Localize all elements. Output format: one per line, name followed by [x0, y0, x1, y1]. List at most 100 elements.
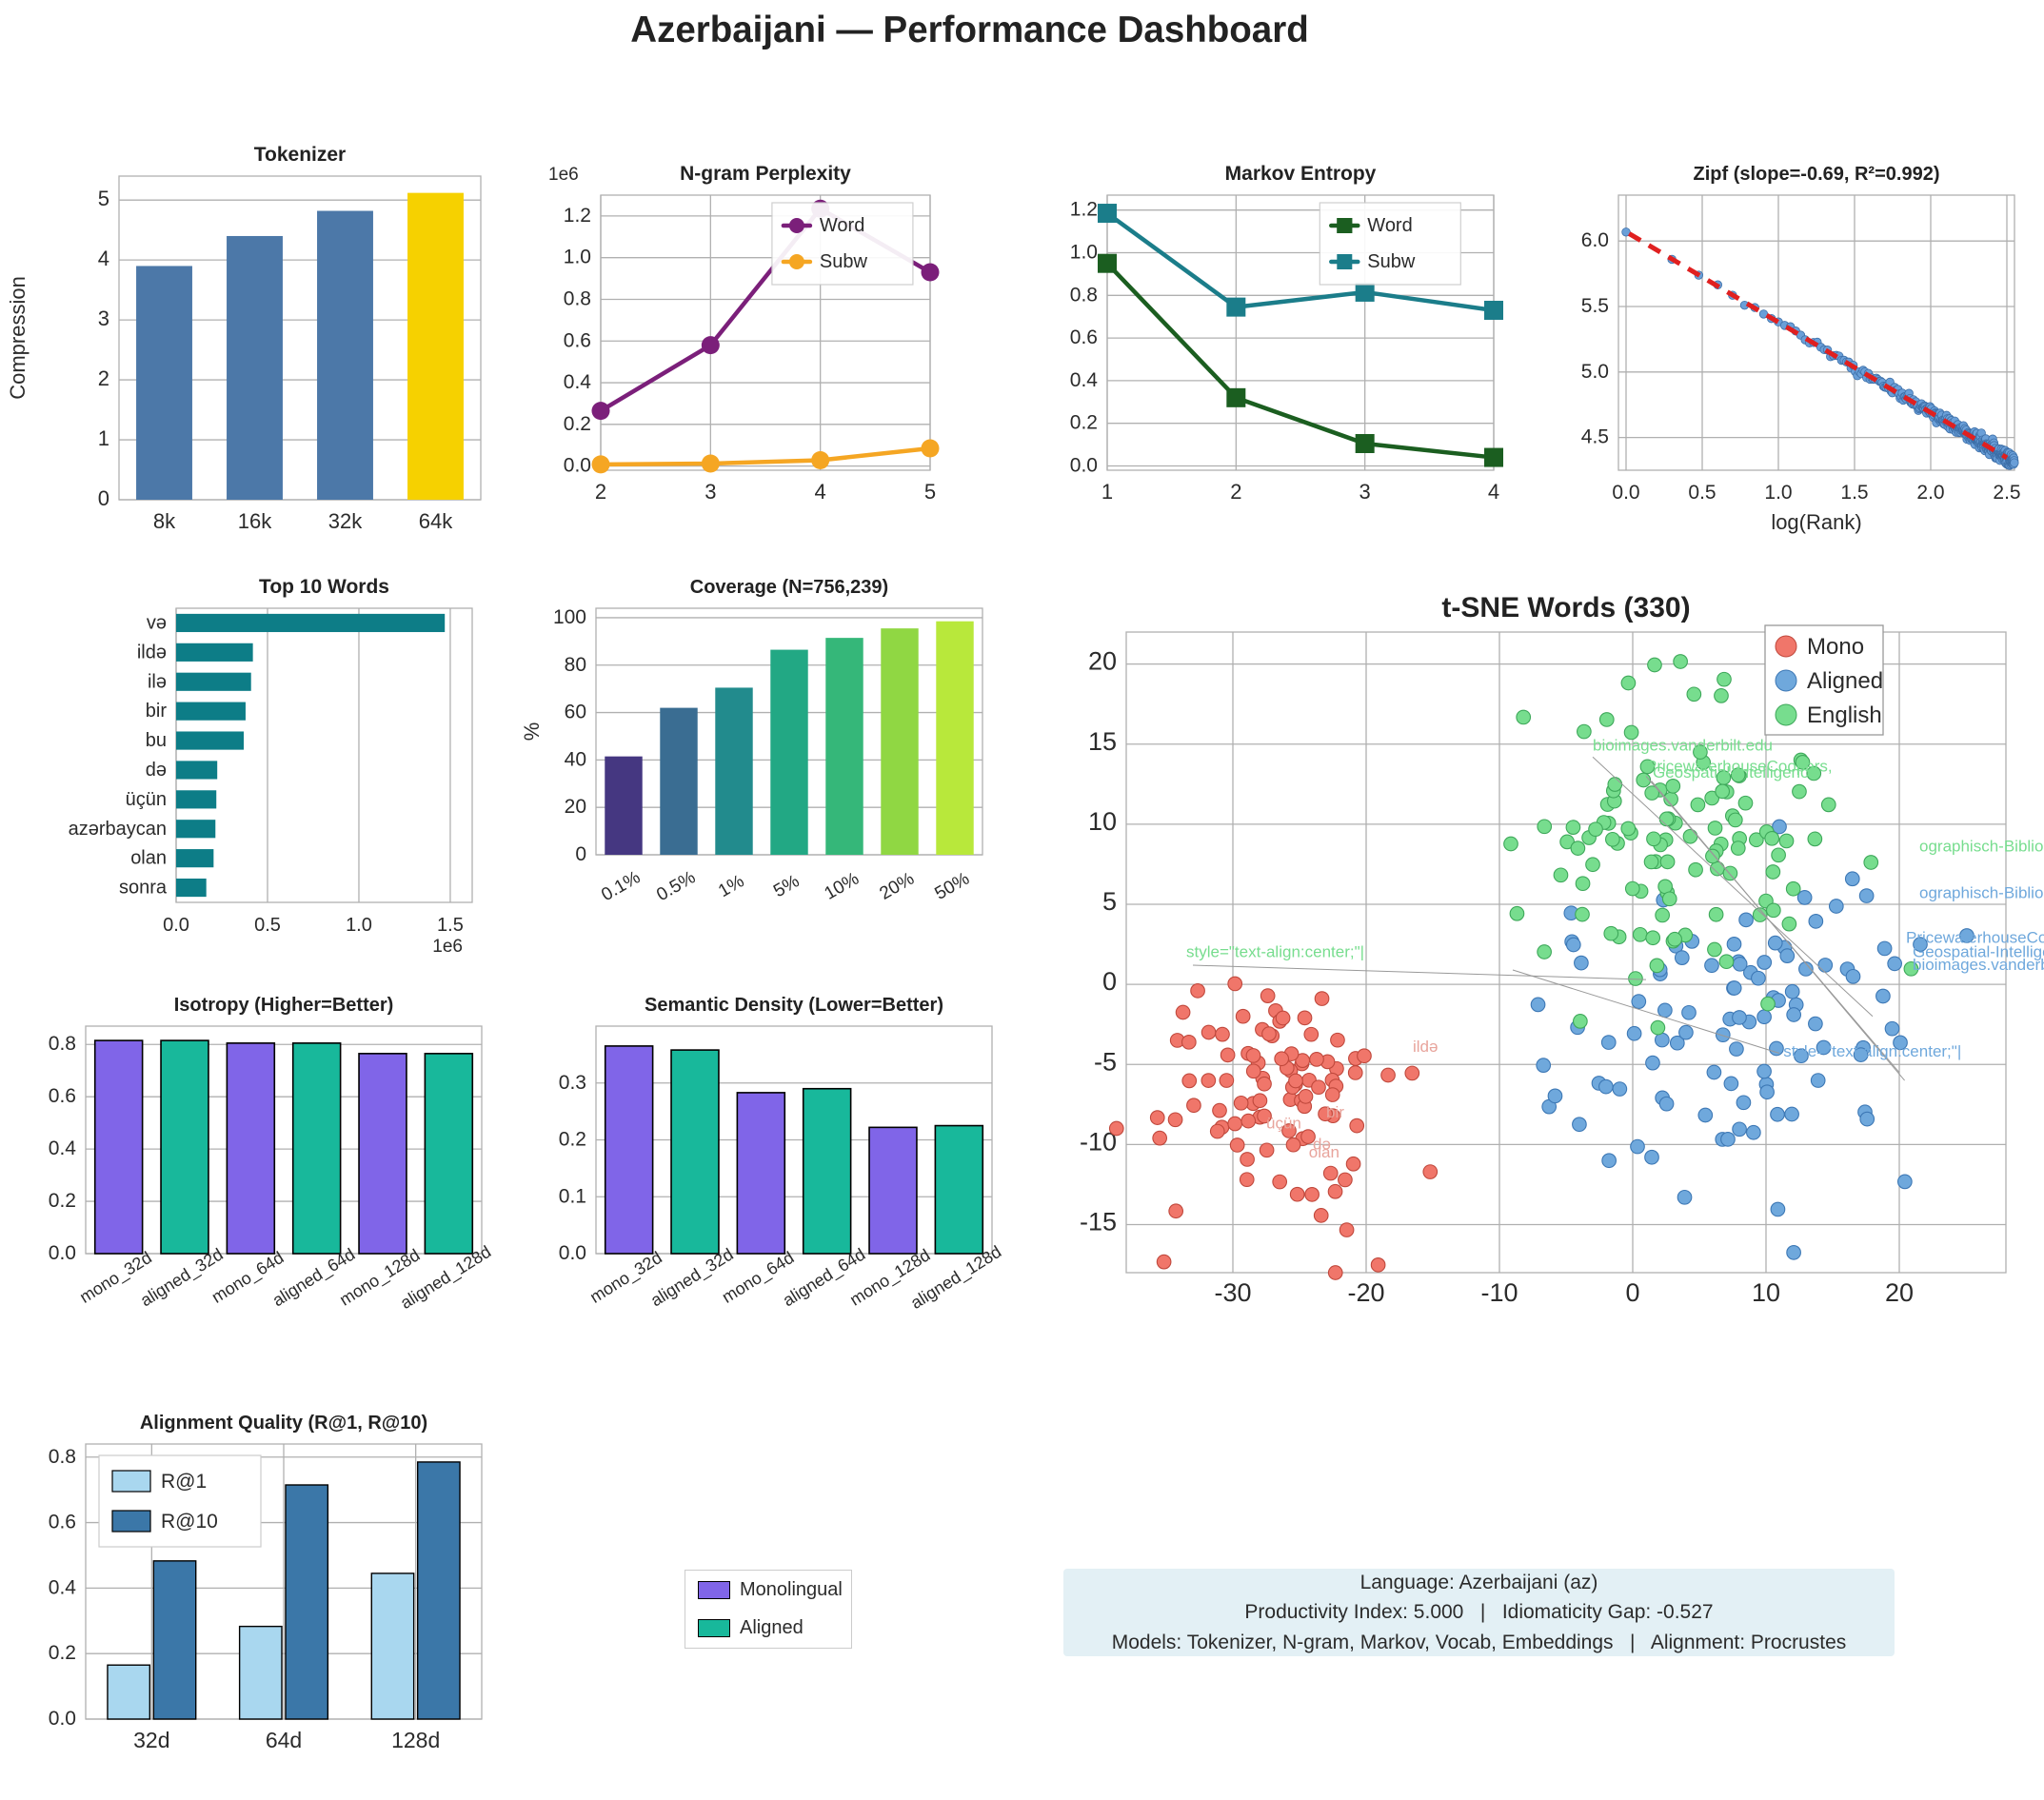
- svg-text:bioimages.vanderbilt.edu: bioimages.vanderbilt.edu: [1593, 737, 1773, 755]
- svg-text:0.4: 0.4: [49, 1576, 77, 1598]
- svg-text:1%: 1%: [715, 871, 747, 901]
- svg-text:0.4: 0.4: [564, 371, 592, 393]
- svg-text:0.1%: 0.1%: [598, 867, 644, 905]
- svg-text:0.2: 0.2: [49, 1190, 76, 1212]
- svg-text:0.4: 0.4: [1070, 369, 1099, 391]
- svg-text:Coverage (N=756,239): Coverage (N=756,239): [690, 577, 888, 598]
- svg-text:0.0: 0.0: [49, 1242, 76, 1264]
- svg-text:1.5: 1.5: [1840, 482, 1868, 504]
- svg-text:1: 1: [98, 426, 109, 450]
- svg-text:2.0: 2.0: [1916, 482, 1944, 504]
- svg-text:0.5%: 0.5%: [653, 867, 699, 905]
- svg-text:ographisch-Bibliographisches: ographisch-Bibliographisches: [1919, 883, 2044, 901]
- svg-text:olan: olan: [130, 848, 167, 869]
- svg-text:üçün: üçün: [1266, 1115, 1301, 1133]
- svg-text:64k: 64k: [419, 509, 453, 533]
- svg-text:0.3: 0.3: [559, 1072, 586, 1094]
- svg-text:R@10: R@10: [161, 1511, 218, 1533]
- svg-text:0.5: 0.5: [254, 915, 281, 936]
- svg-text:1.2: 1.2: [1070, 199, 1098, 221]
- svg-text:0.6: 0.6: [49, 1512, 76, 1533]
- svg-text:Isotropy (Higher=Better): Isotropy (Higher=Better): [174, 995, 394, 1016]
- svg-text:0: 0: [98, 486, 109, 510]
- svg-text:4: 4: [815, 480, 826, 504]
- svg-text:0.0: 0.0: [1612, 482, 1639, 504]
- svg-text:aligned_32d: aligned_32d: [137, 1244, 227, 1311]
- svg-text:0.8: 0.8: [564, 287, 591, 309]
- svg-text:3: 3: [704, 480, 716, 504]
- svg-text:0.1: 0.1: [559, 1185, 586, 1207]
- svg-text:3: 3: [98, 307, 109, 330]
- svg-text:üçün: üçün: [126, 789, 167, 810]
- svg-text:Semantic Density (Lower=Better: Semantic Density (Lower=Better): [645, 995, 943, 1016]
- svg-text:bir: bir: [146, 701, 168, 722]
- svg-text:10: 10: [1752, 1278, 1780, 1307]
- svg-text:1e6: 1e6: [432, 937, 463, 957]
- svg-text:5.0: 5.0: [1581, 361, 1609, 383]
- svg-text:2: 2: [1230, 480, 1241, 504]
- svg-text:log(Rank): log(Rank): [1771, 510, 1861, 534]
- svg-text:t-SNE Words (330): t-SNE Words (330): [1441, 592, 1690, 623]
- svg-text:Word: Word: [1367, 215, 1412, 236]
- svg-text:sonra: sonra: [119, 878, 168, 899]
- svg-text:1: 1: [1101, 480, 1113, 504]
- svg-text:0: 0: [1625, 1278, 1639, 1307]
- svg-text:0.8: 0.8: [1070, 284, 1098, 306]
- svg-text:50%: 50%: [932, 869, 974, 904]
- svg-text:5: 5: [924, 480, 936, 504]
- svg-text:ildə: ildə: [137, 642, 167, 663]
- svg-text:ographisch-Bibliographisches: ographisch-Bibliographisches: [1919, 838, 2044, 856]
- svg-text:English: English: [1807, 702, 1882, 728]
- svg-text:32k: 32k: [328, 509, 363, 533]
- svg-text:3: 3: [1359, 480, 1371, 504]
- svg-text:olan: olan: [1309, 1143, 1340, 1161]
- svg-text:1.5: 1.5: [437, 915, 464, 936]
- svg-text:style="text-align:center;"|: style="text-align:center;"|: [1783, 1042, 1961, 1060]
- svg-text:16k: 16k: [238, 509, 272, 533]
- svg-text:0: 0: [1102, 967, 1117, 996]
- svg-text:20: 20: [1088, 647, 1117, 676]
- svg-text:style="text-align:center;"|: style="text-align:center;"|: [1186, 943, 1364, 961]
- svg-text:0.8: 0.8: [49, 1446, 76, 1468]
- svg-text:0.4: 0.4: [49, 1137, 77, 1159]
- svg-text:20%: 20%: [877, 869, 919, 904]
- svg-text:1.0: 1.0: [1764, 482, 1792, 504]
- svg-text:40: 40: [565, 748, 586, 770]
- svg-text:5: 5: [98, 187, 109, 210]
- svg-text:Subw: Subw: [1367, 251, 1416, 272]
- svg-text:azərbaycan: azərbaycan: [69, 819, 167, 840]
- svg-text:2: 2: [98, 366, 109, 390]
- svg-text:5%: 5%: [770, 871, 803, 901]
- svg-text:20: 20: [565, 796, 586, 818]
- svg-text:bir: bir: [1326, 1103, 1344, 1121]
- svg-text:5.5: 5.5: [1581, 295, 1609, 317]
- svg-text:0.0: 0.0: [1070, 455, 1098, 477]
- svg-text:4: 4: [98, 247, 109, 270]
- svg-text:-10: -10: [1480, 1278, 1518, 1307]
- svg-text:20: 20: [1885, 1278, 1914, 1307]
- svg-text:0.0: 0.0: [559, 1242, 586, 1264]
- svg-text:Mono: Mono: [1807, 634, 1864, 660]
- svg-text:0.5: 0.5: [1688, 482, 1716, 504]
- svg-text:32d: 32d: [133, 1728, 169, 1752]
- svg-text:0.2: 0.2: [1070, 412, 1098, 434]
- svg-text:0.2: 0.2: [49, 1642, 76, 1664]
- svg-text:də: də: [146, 760, 167, 781]
- svg-text:N-gram Perplexity: N-gram Perplexity: [680, 163, 851, 185]
- svg-text:-5: -5: [1094, 1047, 1117, 1076]
- svg-text:Subw: Subw: [820, 251, 868, 272]
- svg-text:0.2: 0.2: [559, 1129, 586, 1151]
- svg-text:0.0: 0.0: [163, 915, 189, 936]
- svg-text:10: 10: [1088, 807, 1117, 836]
- svg-text:5: 5: [1102, 887, 1117, 916]
- svg-text:1.0: 1.0: [1070, 241, 1098, 263]
- svg-text:Zipf (slope=-0.69, R²=0.992): Zipf (slope=-0.69, R²=0.992): [1694, 164, 1940, 185]
- svg-text:4: 4: [1488, 480, 1499, 504]
- svg-text:0.8: 0.8: [49, 1033, 76, 1055]
- svg-text:bu: bu: [146, 730, 167, 751]
- svg-text:Aligned: Aligned: [1807, 668, 1883, 694]
- svg-text:10%: 10%: [822, 869, 863, 904]
- svg-text:0.0: 0.0: [49, 1708, 76, 1730]
- svg-text:Markov Entropy: Markov Entropy: [1225, 163, 1377, 185]
- svg-text:0: 0: [575, 843, 586, 865]
